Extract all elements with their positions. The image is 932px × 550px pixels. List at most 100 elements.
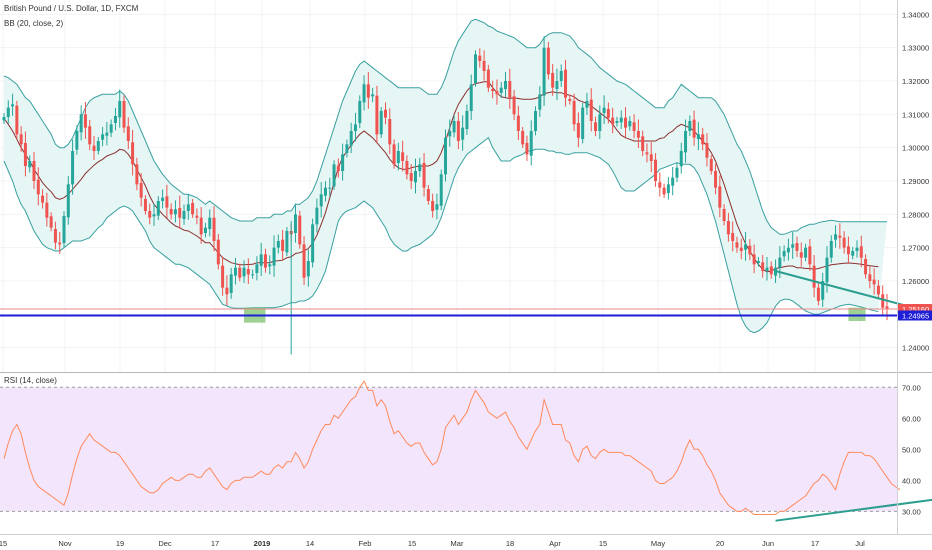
candle-body (816, 287, 820, 301)
support-highlight-box (848, 307, 866, 321)
time-tick-label: Feb (359, 539, 372, 548)
time-axis[interactable]: 15 Nov 19 Dec 17 2019 14 Feb 15 Mar 18 Apr 15 May 20 Ju… (0, 539, 865, 548)
price-tick-label: 1.33000 (902, 44, 929, 53)
candle-body (448, 131, 452, 137)
candle-body (666, 184, 670, 193)
candle-body (696, 134, 700, 139)
price-pane[interactable] (0, 0, 932, 372)
candle-body (41, 195, 45, 203)
candle-body (671, 177, 675, 186)
candle-body (885, 306, 889, 309)
candle-body (2, 117, 6, 121)
time-tick-label: 19 (116, 539, 124, 548)
candle-body (864, 259, 868, 275)
bb-legend: BB (20, close, 2) (4, 19, 64, 28)
candle-body (268, 264, 272, 267)
candle-body (328, 187, 332, 189)
candle-body (105, 132, 109, 136)
candle-body (538, 94, 542, 110)
candle-body (126, 126, 130, 141)
candle-body (619, 117, 623, 123)
price-tick-label: 1.30000 (902, 144, 929, 153)
rsi-axis[interactable]: 70.00 60.00 50.00 40.00 30.00 (902, 383, 921, 516)
candle-body (645, 152, 649, 155)
candle-body (75, 131, 79, 150)
candle-body (388, 119, 392, 145)
candle-body (15, 105, 19, 135)
candle-body (32, 161, 36, 181)
rsi-tick-label: 40.00 (902, 476, 921, 485)
rsi-pane[interactable] (0, 380, 932, 522)
candle-body (443, 137, 448, 175)
candle-body (169, 209, 173, 215)
candle-body (542, 47, 546, 96)
candle-body (131, 142, 135, 165)
price-axis[interactable]: 1.34000 1.33000 1.32000 1.31000 1.30000 1.290… (898, 10, 932, 353)
candle-body (568, 99, 572, 101)
candle-body (281, 239, 285, 251)
time-tick-label: Nov (58, 539, 72, 548)
candle-body (165, 196, 169, 208)
candle-body (272, 247, 276, 266)
time-tick-label: May (651, 539, 665, 548)
time-tick-label: Jun (762, 539, 774, 548)
candle-body (371, 94, 375, 97)
candle-body (6, 107, 10, 117)
candle-body (439, 174, 443, 206)
price-tick-label: 1.27000 (902, 244, 929, 253)
candle-body (148, 211, 152, 218)
candle-body (336, 165, 340, 171)
rsi-indicator (0, 380, 932, 522)
time-tick-label: Jul (855, 539, 865, 548)
price-tick-label: 1.32000 (902, 77, 929, 86)
candle-body (341, 154, 345, 171)
price-tick-label: 1.29000 (902, 177, 929, 186)
candle-body (323, 187, 327, 196)
candle-body (795, 243, 799, 251)
candle-body (212, 217, 216, 241)
candle-body (263, 254, 267, 268)
candle-body (474, 54, 478, 83)
candle-body (19, 134, 23, 145)
candle-body (821, 281, 825, 300)
price-tick-label: 1.24000 (902, 344, 929, 353)
bb-basis-line (3, 81, 879, 273)
last-price-label-bg (898, 304, 932, 314)
candle-body (786, 247, 790, 253)
rsi-tick-label: 60.00 (902, 414, 921, 423)
candle-body (392, 144, 396, 165)
candle-body (418, 164, 422, 171)
bb-upper-line (3, 18, 887, 235)
candle-body (808, 246, 812, 265)
candle-body (152, 214, 156, 217)
candle-body (186, 204, 190, 211)
candle-body (216, 239, 220, 265)
candle-body (96, 141, 100, 151)
candle-body (469, 84, 473, 111)
candle-body (534, 111, 538, 131)
candle-body (486, 69, 490, 88)
candle-body (45, 202, 49, 218)
time-tick-label: 15 (408, 539, 416, 548)
candle-body (654, 159, 658, 181)
time-tick-label: Mar (451, 539, 464, 548)
candle-body (482, 61, 486, 71)
time-tick-label: 2019 (254, 539, 271, 548)
candle-body (546, 47, 550, 75)
candle-body (396, 151, 400, 163)
candle-body (49, 216, 53, 228)
candle-body (684, 131, 688, 153)
candle-body (413, 171, 417, 183)
candle-body (714, 171, 718, 188)
candle-body (491, 89, 495, 91)
candle-body (358, 101, 362, 123)
candle-body (572, 101, 576, 125)
time-tick-label: 17 (811, 539, 819, 548)
candle-body (255, 264, 259, 273)
candle-body (675, 167, 679, 178)
candle-body (649, 154, 653, 161)
candle-body (594, 122, 598, 131)
candle-body (739, 247, 743, 251)
candle-body (692, 119, 696, 138)
rsi-tick-label: 30.00 (902, 507, 921, 516)
